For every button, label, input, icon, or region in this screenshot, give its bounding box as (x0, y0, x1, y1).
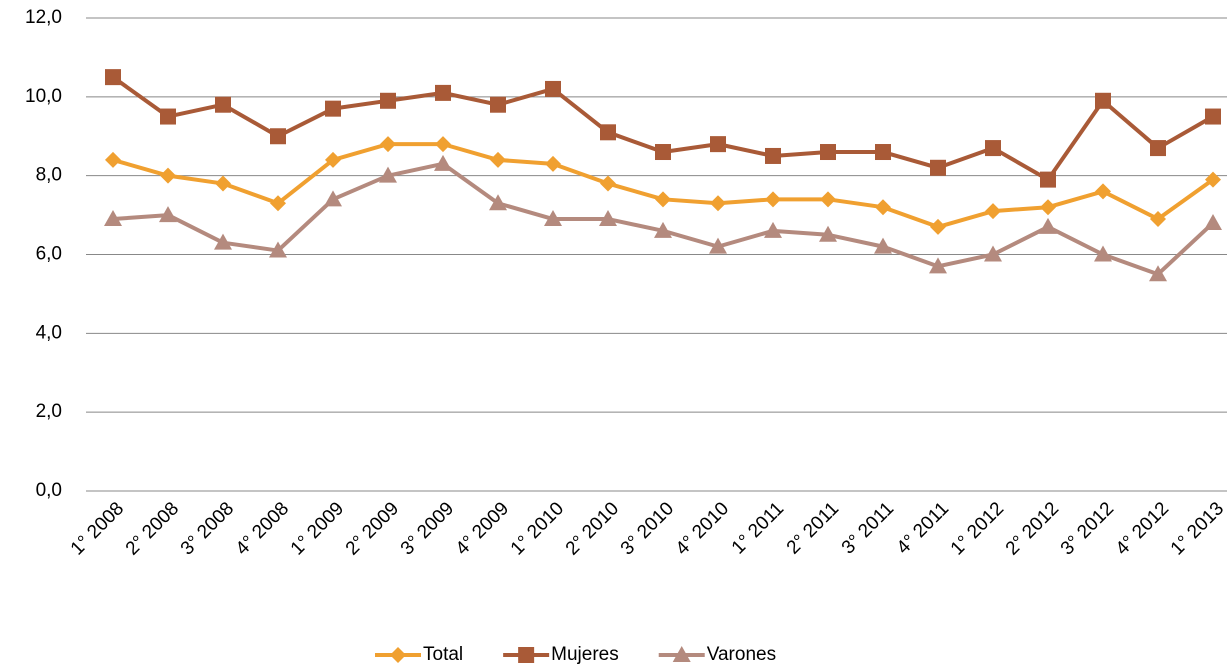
x-tick-label: 3° 2012 (1057, 498, 1118, 559)
point-marker (819, 225, 837, 242)
y-tick-label: 8,0 (36, 165, 62, 186)
point-marker (1205, 108, 1221, 125)
point-marker (545, 155, 561, 172)
point-marker (325, 151, 341, 168)
x-tick-label: 3° 2011 (838, 498, 898, 558)
point-marker (765, 191, 781, 208)
point-marker (1205, 171, 1221, 188)
point-marker (1094, 245, 1112, 262)
point-marker (600, 124, 616, 141)
x-tick-label: 1° 2009 (287, 498, 348, 559)
point-marker (544, 210, 562, 227)
point-marker (930, 218, 946, 235)
point-marker (105, 151, 121, 168)
x-tick-label: 4° 2012 (1112, 498, 1173, 559)
point-marker (930, 159, 946, 176)
x-tick-label: 2° 2009 (342, 498, 403, 559)
point-marker (324, 190, 342, 207)
y-tick-label: 10,0 (25, 86, 62, 107)
y-tick-label: 2,0 (36, 401, 62, 422)
x-tick-label: 4° 2008 (232, 498, 293, 559)
point-marker (490, 151, 506, 168)
y-tick-label: 12,0 (25, 7, 62, 28)
point-marker (545, 80, 561, 97)
point-marker (215, 175, 231, 192)
point-marker (160, 167, 176, 184)
x-tick-label: 1° 2008 (67, 498, 128, 559)
point-marker (160, 108, 176, 125)
point-marker (1040, 171, 1056, 188)
point-marker (599, 210, 617, 227)
point-marker (159, 206, 177, 223)
point-marker (270, 128, 286, 145)
y-tick-label: 4,0 (36, 322, 62, 343)
point-marker (655, 144, 671, 161)
point-marker (1150, 211, 1166, 228)
point-marker (710, 195, 726, 212)
point-marker (380, 92, 396, 109)
point-marker (764, 221, 782, 238)
point-marker (105, 69, 121, 86)
point-marker (654, 221, 672, 238)
point-marker (434, 154, 452, 171)
point-marker (1149, 265, 1167, 282)
point-marker (874, 237, 892, 254)
x-tick-label: 4° 2011 (893, 498, 953, 558)
legend-label: Mujeres (551, 644, 619, 665)
point-marker (490, 96, 506, 113)
x-tick-label: 2° 2011 (783, 498, 843, 558)
x-tick-label: 1° 2011 (728, 498, 788, 558)
x-tick-label: 1° 2010 (507, 498, 568, 559)
x-tick-label: 4° 2009 (452, 498, 513, 559)
point-marker (1204, 213, 1222, 230)
point-marker (435, 84, 451, 101)
point-marker (379, 166, 397, 183)
point-marker (984, 245, 1002, 262)
x-tick-label: 4° 2010 (672, 498, 733, 559)
point-marker (1150, 140, 1166, 157)
point-marker (435, 136, 451, 153)
x-tick-label: 1° 2013 (1167, 498, 1227, 559)
point-marker (380, 136, 396, 153)
point-marker (1039, 217, 1057, 234)
point-marker (1095, 183, 1111, 200)
x-tick-label: 3° 2008 (177, 498, 238, 559)
x-tick-label: 2° 2008 (122, 498, 183, 559)
point-marker (985, 140, 1001, 157)
x-tick-label: 1° 2012 (947, 498, 1008, 559)
point-marker (929, 257, 947, 274)
point-marker (985, 203, 1001, 220)
point-marker (214, 233, 232, 250)
point-marker (875, 199, 891, 216)
point-marker (269, 241, 287, 258)
point-marker (325, 100, 341, 117)
point-marker (489, 194, 507, 211)
point-marker (820, 144, 836, 161)
point-marker (104, 210, 122, 227)
x-tick-label: 2° 2010 (562, 498, 623, 559)
point-marker (710, 136, 726, 153)
legend-label: Varones (707, 644, 776, 665)
legend-marker (672, 646, 691, 662)
x-tick-label: 2° 2012 (1002, 498, 1063, 559)
y-tick-label: 6,0 (36, 244, 62, 265)
x-tick-label: 3° 2010 (617, 498, 678, 559)
point-marker (655, 191, 671, 208)
legend-label: Total (423, 644, 463, 665)
legend-marker (518, 647, 535, 663)
point-marker (875, 144, 891, 161)
point-marker (215, 96, 231, 113)
y-tick-label: 0,0 (36, 480, 62, 501)
point-marker (1095, 92, 1111, 109)
point-marker (1040, 199, 1056, 216)
legend-marker (390, 647, 406, 663)
point-marker (270, 195, 286, 212)
point-marker (600, 175, 616, 192)
point-marker (709, 237, 727, 254)
point-marker (820, 191, 836, 208)
point-marker (765, 147, 781, 164)
x-tick-label: 3° 2009 (397, 498, 458, 559)
